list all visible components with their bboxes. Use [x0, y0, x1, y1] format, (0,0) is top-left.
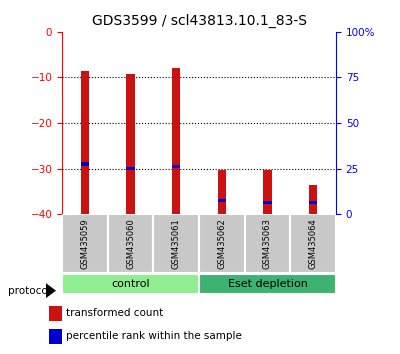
Polygon shape — [46, 283, 56, 298]
Bar — [172, 165, 180, 168]
Text: GSM435063: GSM435063 — [263, 218, 272, 269]
Title: GDS3599 / scl43813.10.1_83-S: GDS3599 / scl43813.10.1_83-S — [92, 14, 306, 28]
Bar — [199, 274, 336, 295]
Text: GSM435060: GSM435060 — [126, 218, 135, 269]
Text: GSM435059: GSM435059 — [80, 218, 89, 269]
Bar — [263, 170, 272, 214]
Bar — [263, 201, 272, 204]
Bar — [50, 306, 62, 321]
Bar — [62, 214, 108, 273]
Text: protocol: protocol — [8, 286, 51, 296]
Bar — [199, 214, 245, 273]
Text: GSM435064: GSM435064 — [309, 218, 318, 269]
Bar — [172, 68, 180, 214]
Bar — [309, 201, 317, 204]
Bar — [309, 184, 317, 214]
Bar — [50, 329, 62, 344]
Bar — [126, 74, 135, 214]
Text: transformed count: transformed count — [66, 308, 163, 318]
Bar — [218, 199, 226, 202]
Bar — [81, 70, 89, 214]
Text: control: control — [111, 279, 150, 289]
Text: GSM435062: GSM435062 — [217, 218, 226, 269]
Bar — [62, 274, 199, 295]
Text: GSM435061: GSM435061 — [172, 218, 181, 269]
Bar — [126, 167, 135, 170]
Text: Eset depletion: Eset depletion — [228, 279, 308, 289]
Bar — [108, 214, 153, 273]
Text: percentile rank within the sample: percentile rank within the sample — [66, 331, 242, 342]
Bar — [290, 214, 336, 273]
Bar — [81, 162, 89, 166]
Bar — [218, 170, 226, 214]
Bar — [245, 214, 290, 273]
Bar — [153, 214, 199, 273]
